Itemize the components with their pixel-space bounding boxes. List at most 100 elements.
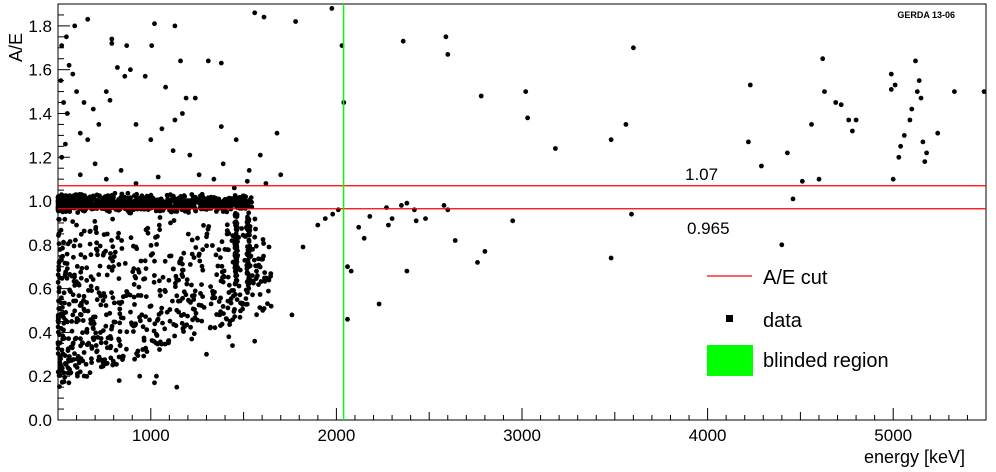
data-point	[140, 347, 146, 352]
data-point	[65, 348, 71, 353]
data-point	[208, 324, 213, 330]
y-tick-label: 0.6	[28, 280, 52, 299]
data-point	[237, 314, 243, 320]
data-point	[254, 312, 259, 318]
data-point	[97, 243, 103, 249]
data-point	[58, 362, 63, 367]
data-point	[103, 176, 109, 182]
data-point	[180, 111, 185, 116]
data-point	[215, 263, 221, 269]
data-point	[221, 311, 226, 316]
data-point	[101, 232, 107, 238]
data-point	[224, 209, 230, 215]
data-point	[148, 137, 154, 143]
data-point	[60, 245, 65, 251]
data-point	[75, 373, 80, 379]
data-point	[107, 334, 113, 339]
data-point	[55, 324, 61, 330]
data-point	[61, 327, 66, 333]
data-point	[76, 293, 82, 299]
data-point	[399, 203, 404, 208]
data-point	[78, 356, 84, 361]
y-tick-label: 1.6	[28, 61, 52, 80]
data-point	[103, 340, 109, 346]
data-point	[173, 284, 178, 290]
data-point	[77, 130, 83, 136]
data-point	[65, 202, 70, 207]
data-point	[231, 185, 237, 191]
data-point	[240, 232, 246, 238]
data-point	[107, 345, 113, 351]
data-point	[250, 292, 255, 298]
data-point	[151, 279, 157, 285]
data-point	[192, 207, 198, 212]
data-point	[62, 273, 68, 279]
data-point	[71, 254, 76, 260]
data-point	[135, 267, 141, 273]
data-point	[70, 71, 76, 77]
data-point	[205, 201, 211, 207]
data-point	[112, 319, 118, 325]
data-point	[80, 340, 85, 345]
data-point	[73, 279, 79, 284]
data-point	[224, 316, 230, 322]
data-point	[525, 115, 530, 121]
data-point	[77, 312, 83, 317]
data-point	[234, 234, 240, 240]
data-point	[186, 297, 191, 303]
data-point	[523, 89, 529, 94]
data-point	[67, 367, 72, 372]
data-point	[246, 245, 252, 251]
data-point	[152, 273, 157, 278]
data-point	[170, 148, 176, 154]
data-point	[230, 201, 236, 207]
data-point	[220, 304, 226, 309]
data-point	[386, 222, 391, 228]
data-point	[211, 195, 217, 200]
data-point	[189, 192, 195, 197]
data-point	[214, 272, 220, 278]
data-point	[157, 227, 163, 233]
data-point	[159, 305, 165, 311]
legend-label-blinded: blinded region	[763, 350, 889, 372]
reference-lines	[58, 4, 986, 420]
data-point	[924, 150, 929, 156]
data-point	[245, 227, 251, 232]
data-point	[224, 222, 230, 228]
data-point	[152, 380, 157, 386]
data-point	[212, 325, 218, 331]
x-tick-label: 3000	[503, 426, 541, 445]
data-point	[163, 84, 169, 90]
data-point	[356, 224, 362, 230]
y-tick-label: 0.2	[28, 367, 52, 386]
data-point	[110, 358, 116, 364]
data-point	[227, 322, 233, 327]
data-point	[65, 195, 71, 201]
data-point	[211, 176, 217, 182]
data-point	[240, 301, 246, 306]
data-point	[246, 280, 252, 286]
data-point	[892, 82, 898, 88]
data-point	[188, 324, 194, 330]
data-point	[230, 317, 236, 322]
data-point	[66, 336, 71, 341]
data-point	[330, 211, 336, 217]
data-point	[231, 309, 237, 314]
data-point	[265, 301, 270, 307]
data-point	[131, 266, 137, 272]
data-point	[160, 199, 166, 205]
data-point	[196, 172, 202, 178]
data-point	[60, 333, 66, 339]
data-point	[103, 203, 109, 209]
data-point	[201, 223, 206, 228]
data-point	[176, 309, 182, 315]
data-point	[143, 227, 149, 233]
data-point	[156, 312, 162, 317]
data-point	[160, 320, 165, 326]
data-point	[74, 89, 79, 94]
data-point	[144, 327, 150, 333]
data-point	[608, 137, 614, 143]
y-tick-label: 1.0	[28, 192, 52, 211]
data-point	[79, 302, 84, 308]
data-point	[329, 5, 335, 11]
